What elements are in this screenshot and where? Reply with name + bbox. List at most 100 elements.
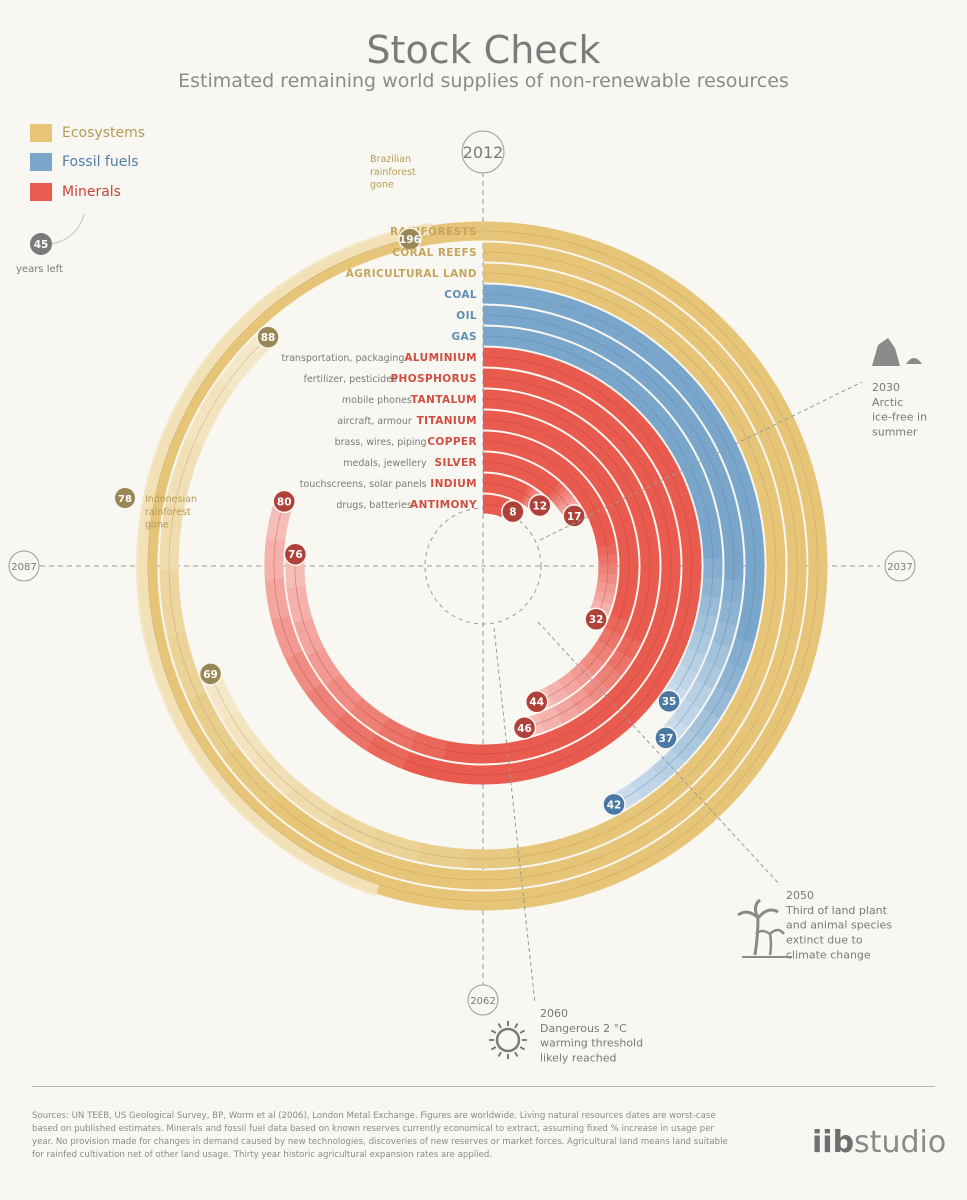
value-marker-circle-copper — [584, 607, 608, 631]
use-label-titanium: aircraft, armour — [337, 416, 412, 427]
bar-guide-tantalum — [482, 398, 651, 729]
value-marker-text-titanium: 44 — [529, 697, 544, 709]
category-label-phosphorus: PHOSPHORUS — [390, 373, 477, 385]
bar-fade-aluminium — [264, 578, 290, 621]
bar-fade-phosphorus — [409, 731, 448, 760]
years-left-value: 45 — [34, 239, 49, 251]
legend-item-ecosystems: Ecosystems — [30, 122, 145, 144]
annotation-2050-species: 2050 Third of land plant and animal specie… — [785, 889, 892, 961]
use-label-antimony: drugs, batteries — [336, 500, 412, 511]
bar-guide-silver — [482, 461, 575, 517]
axis-year-label-2087: 2087 — [11, 562, 36, 573]
value-marker-text-tantalum: 46 — [517, 723, 532, 735]
value-marker-coral-reefs: 88 — [256, 325, 280, 349]
axis-year-circle-2012 — [461, 130, 505, 174]
bar-fade-oil — [695, 661, 723, 690]
axis-year-circle-2037 — [884, 550, 916, 582]
annotation-indonesian-rainforest: Indonesian rainforest gone — [145, 494, 197, 531]
axis-year-label-2062: 2062 — [470, 996, 495, 1007]
category-label-aluminium: ALUMINIUM — [404, 352, 477, 364]
bar-guide-oil — [482, 314, 735, 739]
value-marker-circle-antimony — [501, 499, 525, 524]
axis-year-label-2037: 2037 — [887, 562, 912, 573]
category-label-gas: GAS — [451, 331, 477, 343]
value-marker-circle-coral-reefs — [256, 325, 280, 349]
sources-note: Sources: UN TEEB, US Geological Survey, … — [32, 1111, 728, 1160]
annotation-brazilian-rainforest: Brazilian rainforest gone — [370, 154, 416, 191]
value-marker-circle-silver — [562, 504, 586, 528]
footer-divider — [32, 1086, 935, 1087]
use-label-aluminium: transportation, packaging — [281, 353, 404, 364]
value-marker-phosphorus: 76 — [283, 542, 308, 566]
value-marker-circle-titanium — [524, 689, 549, 714]
value-marker-circle-indium — [528, 493, 552, 518]
bar-guide-titanium — [482, 419, 630, 703]
use-label-phosphorus: fertilizer, pesticides — [304, 374, 397, 385]
bar-guide-aluminium — [273, 356, 693, 776]
category-label-agricultural-land: AGRICULTURAL LAND — [346, 268, 477, 280]
bar-fade-phosphorus — [294, 617, 325, 657]
value-marker-circle-tantalum — [512, 716, 537, 740]
bar-guide-coral-reefs — [168, 251, 798, 881]
chart-subtitle: Estimated remaining world supplies of no… — [178, 70, 789, 92]
legend-label-ecosystems: Ecosystems — [62, 125, 146, 141]
annotation-marker-78 — [115, 488, 135, 508]
value-marker-circle-phosphorus — [283, 542, 308, 566]
bar-fade-phosphorus — [286, 586, 313, 624]
logo-rest: studio — [854, 1125, 947, 1160]
axis-year-circle-2087 — [8, 550, 40, 582]
value-marker-coal: 42 — [602, 792, 626, 817]
value-marker-text-phosphorus: 76 — [288, 549, 303, 561]
hot-sun-icon — [489, 1021, 527, 1059]
iceberg-icon — [872, 338, 900, 366]
value-marker-circle-coal — [602, 792, 626, 817]
bar-fade-coral-reefs — [159, 569, 186, 637]
bar-extension-rainforests — [136, 222, 433, 897]
bar-guide-rainforests — [147, 230, 819, 902]
category-label-indium: INDIUM — [430, 478, 477, 490]
years-left-marker — [30, 233, 52, 255]
bar-guide-gas — [482, 335, 714, 702]
value-marker-text-aluminium: 80 — [277, 496, 292, 508]
legend-swatch-ecosystems — [30, 124, 52, 142]
value-marker-text-agricultural-land: 69 — [203, 669, 218, 681]
value-marker-oil: 37 — [654, 726, 678, 750]
value-marker-circle-oil — [654, 726, 678, 750]
legend-item-minerals: Minerals — [30, 181, 121, 203]
value-marker-copper: 32 — [584, 607, 608, 631]
use-label-silver: medals, jewellery — [343, 458, 427, 469]
category-label-copper: COPPER — [427, 436, 477, 448]
value-marker-indium: 12 — [528, 493, 552, 518]
use-label-tantalum: mobile phones — [342, 395, 412, 406]
bar-fade-phosphorus — [307, 647, 342, 687]
legend-swatch-fossil-fuels — [30, 153, 52, 171]
legend-label-fossil-fuels: Fossil fuels — [62, 154, 139, 170]
value-marker-text-gas: 35 — [662, 696, 677, 708]
legend-item-fossil-fuels: Fossil fuels — [30, 151, 139, 173]
value-marker-circle-rainforests — [398, 227, 422, 251]
value-marker-antimony: 8 — [501, 499, 525, 524]
value-marker-circle-agricultural-land — [198, 662, 223, 686]
value-marker-rainforests: 196 — [398, 227, 422, 251]
bar-fade-agricultural-land — [417, 842, 468, 869]
use-label-indium: touchscreens, solar panels — [300, 479, 427, 490]
value-marker-circle-aluminium — [272, 489, 296, 514]
bar-guide-copper — [482, 440, 609, 620]
annotation-line-2060 — [493, 627, 536, 1004]
value-marker-titanium: 44 — [524, 689, 549, 714]
annotation-line-2030 — [539, 381, 863, 541]
value-marker-text-indium: 12 — [533, 500, 548, 512]
axis-year-label-2012: 2012 — [463, 143, 504, 162]
bar-fade-phosphorus — [378, 717, 417, 750]
value-marker-gas: 35 — [657, 689, 681, 713]
annotation-marker-78-text: 78 — [118, 494, 132, 505]
bar-guide-phosphorus — [294, 377, 672, 755]
value-marker-text-rainforests: 196 — [399, 234, 421, 246]
value-marker-aluminium: 80 — [272, 489, 296, 514]
value-marker-silver: 17 — [562, 504, 586, 528]
category-label-silver: SILVER — [435, 457, 478, 469]
bar-fade-agricultural-land — [370, 829, 422, 862]
legend-label-minerals: Minerals — [62, 184, 121, 200]
value-marker-tantalum: 46 — [512, 716, 537, 740]
